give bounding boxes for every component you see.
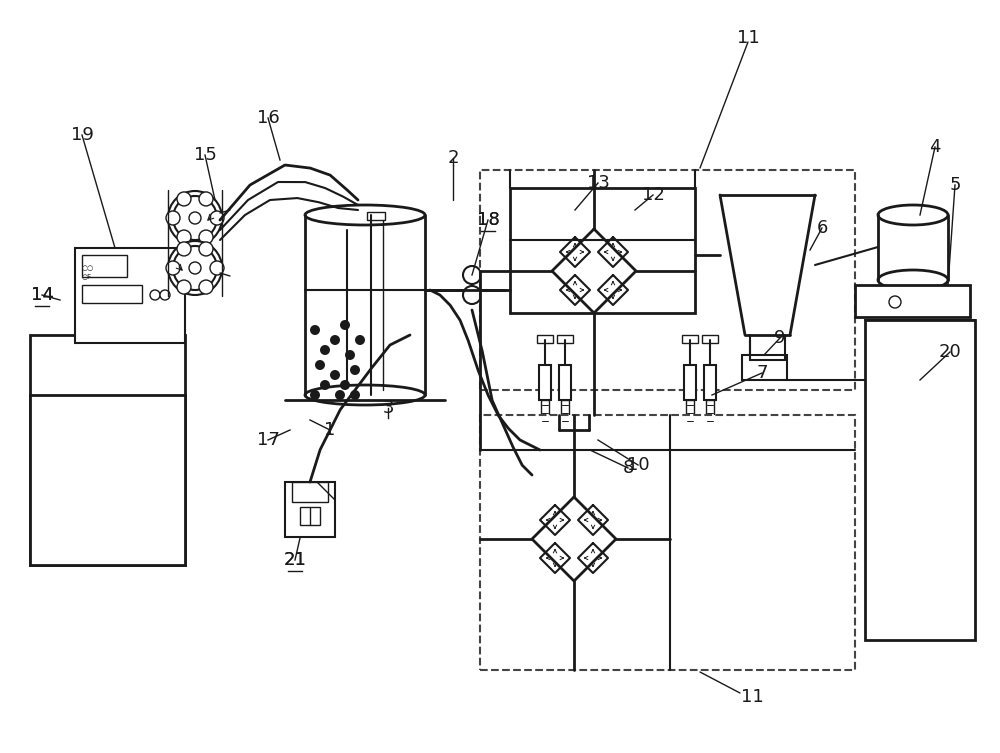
Bar bbox=[684, 365, 696, 400]
Text: 18: 18 bbox=[477, 211, 499, 229]
Circle shape bbox=[166, 211, 180, 225]
Circle shape bbox=[199, 230, 213, 244]
Bar bbox=[702, 335, 718, 343]
Circle shape bbox=[189, 212, 201, 224]
Circle shape bbox=[166, 261, 180, 275]
Bar bbox=[82, 285, 142, 303]
Circle shape bbox=[199, 242, 213, 256]
Circle shape bbox=[177, 192, 191, 206]
Bar bbox=[742, 355, 787, 380]
Circle shape bbox=[310, 390, 320, 400]
Ellipse shape bbox=[305, 205, 425, 225]
Circle shape bbox=[315, 360, 325, 370]
Text: 18: 18 bbox=[477, 211, 499, 229]
Circle shape bbox=[199, 280, 213, 294]
Text: 4: 4 bbox=[929, 138, 941, 156]
Bar bbox=[510, 188, 695, 313]
Ellipse shape bbox=[878, 205, 948, 225]
Circle shape bbox=[340, 320, 350, 330]
Text: 5: 5 bbox=[949, 176, 961, 194]
Circle shape bbox=[189, 262, 201, 274]
Text: 21: 21 bbox=[284, 551, 306, 569]
Circle shape bbox=[177, 230, 191, 244]
Text: 17: 17 bbox=[257, 431, 279, 449]
Text: ○○: ○○ bbox=[82, 265, 94, 271]
Text: 11: 11 bbox=[741, 688, 763, 706]
Circle shape bbox=[210, 211, 224, 225]
Bar bbox=[855, 285, 970, 317]
Text: 8: 8 bbox=[622, 459, 634, 477]
Circle shape bbox=[350, 390, 360, 400]
Circle shape bbox=[320, 380, 330, 390]
Text: 3: 3 bbox=[382, 399, 394, 417]
Ellipse shape bbox=[305, 385, 425, 405]
Circle shape bbox=[168, 191, 222, 245]
Circle shape bbox=[199, 192, 213, 206]
Circle shape bbox=[173, 196, 217, 240]
Text: ○F: ○F bbox=[82, 273, 92, 279]
Text: 13: 13 bbox=[587, 174, 609, 192]
Circle shape bbox=[330, 370, 340, 380]
Circle shape bbox=[177, 280, 191, 294]
Bar bbox=[559, 365, 571, 400]
Bar bbox=[82, 255, 127, 277]
Circle shape bbox=[463, 286, 481, 304]
Ellipse shape bbox=[878, 270, 948, 290]
Bar bbox=[30, 395, 185, 565]
Circle shape bbox=[310, 325, 320, 335]
Bar bbox=[539, 365, 551, 400]
Text: 2: 2 bbox=[447, 149, 459, 167]
Bar bbox=[285, 482, 335, 537]
Bar bbox=[300, 507, 320, 525]
Circle shape bbox=[335, 390, 345, 400]
Bar bbox=[537, 335, 553, 343]
Circle shape bbox=[345, 350, 355, 360]
Bar bbox=[480, 170, 855, 390]
Bar bbox=[561, 400, 569, 430]
Circle shape bbox=[210, 261, 224, 275]
Bar bbox=[367, 212, 385, 220]
Bar bbox=[292, 482, 328, 502]
Bar bbox=[480, 415, 855, 670]
Text: 1: 1 bbox=[324, 421, 336, 439]
Bar bbox=[704, 365, 716, 400]
Circle shape bbox=[340, 380, 350, 390]
Circle shape bbox=[320, 345, 330, 355]
Text: 16: 16 bbox=[257, 109, 279, 127]
Bar bbox=[865, 320, 975, 640]
Circle shape bbox=[160, 290, 170, 300]
Circle shape bbox=[173, 246, 217, 290]
Text: 10: 10 bbox=[627, 456, 649, 474]
Circle shape bbox=[150, 290, 160, 300]
Text: 7: 7 bbox=[756, 364, 768, 382]
Text: 21: 21 bbox=[284, 551, 306, 569]
Bar bbox=[682, 335, 698, 343]
Text: 15: 15 bbox=[194, 146, 216, 164]
Circle shape bbox=[350, 365, 360, 375]
Circle shape bbox=[177, 242, 191, 256]
Text: 9: 9 bbox=[774, 329, 786, 347]
Bar bbox=[706, 400, 714, 430]
Bar bbox=[541, 400, 549, 430]
Text: 14: 14 bbox=[31, 286, 53, 304]
Bar bbox=[557, 335, 573, 343]
Text: 11: 11 bbox=[737, 29, 759, 47]
Text: 12: 12 bbox=[642, 186, 664, 204]
Bar bbox=[30, 335, 185, 565]
Circle shape bbox=[168, 241, 222, 295]
Text: 6: 6 bbox=[816, 219, 828, 237]
Text: 20: 20 bbox=[939, 343, 961, 361]
Circle shape bbox=[355, 335, 365, 345]
Bar bbox=[686, 400, 694, 430]
Bar bbox=[75, 248, 185, 343]
Circle shape bbox=[330, 335, 340, 345]
Text: 14: 14 bbox=[31, 286, 53, 304]
Circle shape bbox=[889, 296, 901, 308]
Text: 19: 19 bbox=[71, 126, 93, 144]
Circle shape bbox=[463, 266, 481, 284]
